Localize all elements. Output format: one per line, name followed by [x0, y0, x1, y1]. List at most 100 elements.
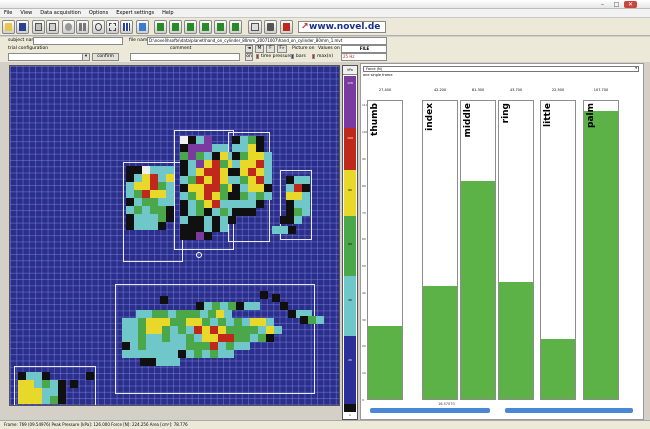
last-frame-icon[interactable] [214, 20, 227, 34]
sensor-cell [134, 214, 142, 222]
print-icon[interactable] [32, 20, 45, 34]
sensor-cell [218, 326, 226, 334]
sensor-cell [166, 190, 174, 198]
pressure-sensor-grid[interactable] [9, 65, 340, 406]
sensor-cell [126, 182, 134, 190]
comment-field[interactable] [130, 53, 240, 61]
menu-help[interactable]: Help [162, 10, 174, 16]
max-checkbox[interactable] [312, 54, 315, 59]
sensor-cell [220, 160, 228, 168]
menu-view[interactable]: View [20, 10, 33, 16]
maximize-button[interactable]: □ [613, 1, 620, 8]
prev-frame-icon[interactable] [169, 20, 182, 34]
confirm-button[interactable]: confirm [92, 53, 119, 61]
sensor-cell [196, 136, 204, 144]
sensor-cell [232, 192, 240, 200]
nav-back-button[interactable]: ◄ [245, 45, 253, 53]
pressure-color-scale: kPa 126 100 80 60 40 20 1 [342, 65, 358, 420]
save-icon[interactable] [16, 20, 29, 34]
bar-frame-thumb[interactable]: thumb [367, 100, 403, 400]
sensor-cell [210, 342, 218, 350]
values-on-label: Values on [318, 46, 340, 51]
next-frame-icon[interactable] [199, 20, 212, 34]
sensor-cell [130, 342, 138, 350]
open-icon[interactable] [2, 20, 15, 34]
sensor-cell [188, 184, 196, 192]
sensor-cell [18, 380, 26, 388]
subject-name-field[interactable] [33, 37, 123, 45]
sensor-cell [34, 380, 42, 388]
sensor-cell [186, 334, 194, 342]
stop-icon[interactable] [280, 20, 293, 34]
pause-icon[interactable] [76, 20, 89, 34]
print-preview-icon[interactable] [46, 20, 59, 34]
nav-f-button[interactable]: F [266, 45, 275, 53]
minimize-button[interactable]: – [601, 1, 604, 8]
sensor-cell [170, 334, 178, 342]
measure-select[interactable]: Force (N) ▾ [363, 66, 639, 72]
sensor-cell [204, 216, 212, 224]
menu-file[interactable]: File [4, 10, 13, 16]
sensor-cell [242, 334, 250, 342]
play-icon[interactable] [184, 20, 197, 34]
sensor-cell [294, 176, 302, 184]
bar-value-label: 81.300 [471, 88, 485, 92]
sensor-cell [134, 222, 142, 230]
record-icon[interactable] [62, 20, 75, 34]
form-row-2: trial configuration comment ◄ M F F» Pic… [0, 45, 650, 54]
bar-little [541, 338, 575, 399]
sensor-cell [122, 342, 130, 350]
sensor-cell [240, 168, 248, 176]
bar-frame-palm[interactable]: palm [583, 100, 619, 400]
sensor-cell [226, 334, 234, 342]
grid-icon[interactable] [120, 20, 133, 34]
sensor-cell [302, 176, 310, 184]
sensor-cell [248, 184, 256, 192]
file-path-field[interactable]: D:\novel\hsofte\data\planet\hand_on_cyli… [147, 37, 387, 45]
novel-logo[interactable]: ↗ www.novel.de [298, 21, 386, 33]
zoom-area-icon[interactable] [106, 20, 119, 34]
chevron-down-icon[interactable]: ▾ [82, 53, 90, 61]
sensor-cell [236, 302, 244, 310]
bar-frame-index[interactable]: index [422, 100, 458, 400]
first-frame-icon[interactable] [154, 20, 167, 34]
nav-ff-button[interactable]: F» [277, 45, 287, 53]
trial-config-select[interactable] [8, 53, 90, 61]
sensor-cell [264, 160, 272, 168]
sensor-cell [242, 326, 250, 334]
sensor-cell [296, 310, 304, 318]
sensor-cell [142, 198, 150, 206]
sensor-cell [302, 192, 310, 200]
frame-icon[interactable] [229, 20, 242, 34]
sensor-cell [196, 152, 204, 160]
sensor-cell [122, 334, 130, 342]
bar-frame-ring[interactable]: ring [498, 100, 534, 400]
camera-icon[interactable] [264, 20, 277, 34]
menu-options[interactable]: Options [88, 10, 109, 16]
nav-m-button[interactable]: M [255, 45, 264, 53]
sensor-cell [168, 310, 176, 318]
sensor-view-icon[interactable] [136, 20, 149, 34]
menu-expert-settings[interactable]: Expert settings [116, 10, 155, 16]
subject-name-label: subject name [8, 38, 39, 43]
h-scrollbar-left[interactable] [370, 408, 490, 413]
bar-frame-middle[interactable]: middle [460, 100, 496, 400]
sensor-cell [158, 190, 166, 198]
h-scrollbar-right[interactable] [505, 408, 633, 413]
sensor-cell [50, 380, 58, 388]
menu-data-acquisition[interactable]: Data acquisition [40, 10, 81, 16]
time-pressure-checkbox[interactable] [256, 54, 259, 59]
snap-icon[interactable] [248, 20, 262, 34]
sensor-cell [166, 198, 174, 206]
bar-frame-little[interactable]: little [540, 100, 576, 400]
sensor-cell [188, 152, 196, 160]
bars-checkbox[interactable] [291, 54, 294, 59]
toggle-on-button[interactable]: on [245, 53, 253, 61]
close-button[interactable]: ✕ [624, 1, 637, 8]
sensor-cell [232, 136, 240, 144]
sensor-cell [194, 350, 202, 358]
sensor-cell [286, 216, 294, 224]
sensor-cell [232, 184, 240, 192]
zoom-icon[interactable] [92, 20, 105, 34]
scale-tick: 60 [348, 242, 352, 246]
